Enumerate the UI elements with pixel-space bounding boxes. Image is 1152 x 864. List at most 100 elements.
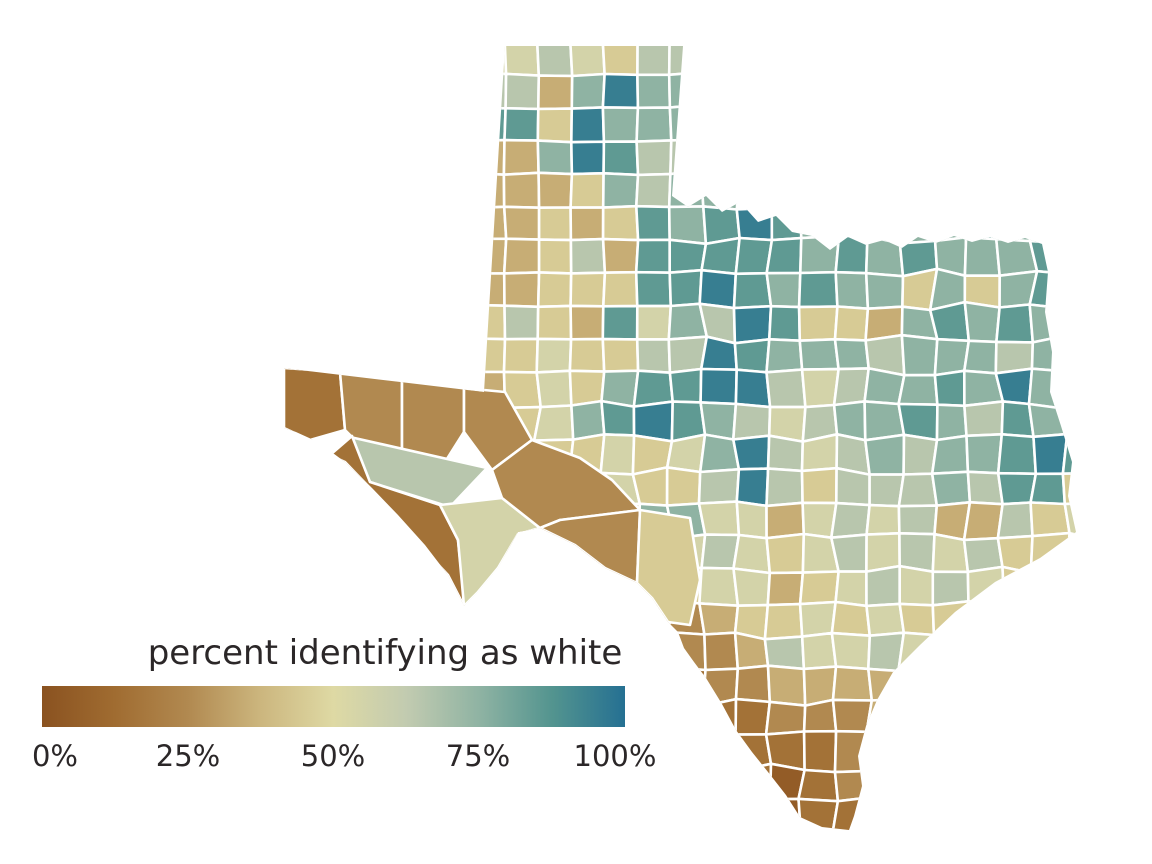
county-cell bbox=[635, 338, 672, 375]
county-cell bbox=[601, 106, 640, 143]
county-cell bbox=[469, 171, 506, 210]
county-cell bbox=[994, 205, 1035, 243]
county-cell bbox=[965, 432, 1004, 475]
county-cell bbox=[731, 402, 772, 441]
county-cell bbox=[669, 137, 708, 176]
county-cell bbox=[834, 466, 871, 507]
county-cell bbox=[665, 433, 707, 474]
county-cell bbox=[798, 337, 840, 371]
county-cell bbox=[865, 697, 904, 740]
county-cell bbox=[931, 633, 973, 673]
county-cell bbox=[636, 73, 672, 110]
county-cell bbox=[898, 730, 938, 774]
legend-tick-75: 75% bbox=[446, 739, 510, 773]
county-cell bbox=[469, 303, 507, 341]
county-cell bbox=[471, 138, 506, 176]
county-cell bbox=[537, 206, 573, 242]
county-cell bbox=[536, 139, 574, 176]
county-cell bbox=[864, 730, 903, 773]
county-cell bbox=[632, 630, 675, 670]
county-cell bbox=[634, 172, 672, 209]
county-cell bbox=[1030, 334, 1072, 374]
county-cell bbox=[734, 368, 772, 409]
county-cell bbox=[1028, 205, 1072, 245]
county-cell bbox=[829, 501, 871, 540]
county-cell bbox=[897, 472, 939, 508]
county-cell bbox=[763, 602, 804, 641]
county-cell bbox=[532, 404, 575, 442]
county-cell bbox=[834, 234, 869, 275]
county-cell bbox=[733, 762, 773, 804]
county-cell bbox=[566, 566, 604, 603]
county-cell bbox=[601, 270, 639, 308]
county-cell bbox=[899, 697, 939, 740]
county-cell bbox=[468, 599, 505, 635]
county-cell bbox=[568, 597, 604, 638]
county-cell bbox=[797, 270, 839, 309]
county-cell bbox=[697, 500, 741, 537]
county-cell bbox=[800, 631, 838, 671]
county-cell bbox=[668, 268, 703, 308]
county-cell bbox=[1027, 367, 1072, 410]
county-cell bbox=[765, 337, 804, 374]
county-cell bbox=[599, 599, 638, 639]
county-cell bbox=[802, 729, 838, 774]
county-cell bbox=[502, 205, 541, 241]
county-cell bbox=[996, 501, 1034, 540]
county-cell bbox=[932, 702, 973, 734]
county-cell bbox=[1029, 501, 1071, 538]
county-cell bbox=[963, 236, 1002, 278]
county-cell bbox=[599, 433, 636, 476]
county-cell bbox=[535, 533, 574, 576]
county-cell bbox=[928, 300, 971, 343]
county-cell bbox=[470, 106, 507, 143]
county-cell bbox=[966, 565, 1006, 605]
county-cell bbox=[569, 271, 607, 308]
county-cell bbox=[1061, 404, 1076, 440]
county-cell bbox=[797, 797, 840, 830]
county-cell bbox=[798, 570, 840, 606]
county-cell bbox=[994, 367, 1034, 406]
county-cell bbox=[833, 305, 870, 342]
county-cell bbox=[834, 270, 870, 311]
county-cell bbox=[1061, 432, 1076, 476]
county-cell bbox=[536, 107, 574, 144]
county-cell bbox=[930, 434, 970, 476]
county-cell bbox=[537, 238, 573, 275]
county-cell bbox=[1032, 432, 1069, 476]
county-cell bbox=[601, 46, 639, 77]
county-cell bbox=[898, 602, 936, 637]
county-cell bbox=[500, 564, 539, 604]
county-cell bbox=[800, 432, 839, 473]
county-cell bbox=[570, 399, 606, 441]
county-cell bbox=[568, 46, 606, 78]
county-cell bbox=[766, 664, 807, 707]
county-cell bbox=[766, 434, 805, 473]
county-cell bbox=[765, 467, 804, 508]
county-cell bbox=[535, 46, 574, 78]
county-cell bbox=[833, 769, 868, 803]
county-cell bbox=[863, 433, 906, 476]
county-cell bbox=[797, 305, 839, 343]
county-cell bbox=[863, 765, 902, 805]
county-cell bbox=[933, 369, 966, 408]
county-cell bbox=[897, 504, 939, 536]
county-cell bbox=[935, 403, 968, 442]
county-cell bbox=[1001, 565, 1034, 605]
legend-tick-0: 0% bbox=[32, 739, 78, 773]
county-cell bbox=[502, 237, 541, 275]
county-cell bbox=[830, 631, 872, 671]
county-cell bbox=[732, 533, 772, 575]
county-cell bbox=[667, 46, 709, 77]
county-cell bbox=[735, 500, 768, 540]
county-cell bbox=[865, 503, 901, 536]
legend-tick-50: 50% bbox=[301, 739, 365, 773]
legend-gradient-bar bbox=[42, 686, 625, 727]
county-cell bbox=[666, 630, 707, 672]
county-cell bbox=[503, 304, 540, 341]
county-cell bbox=[535, 337, 573, 374]
county-cell bbox=[897, 664, 939, 708]
county-cell bbox=[802, 698, 838, 733]
county-cell bbox=[569, 106, 606, 144]
